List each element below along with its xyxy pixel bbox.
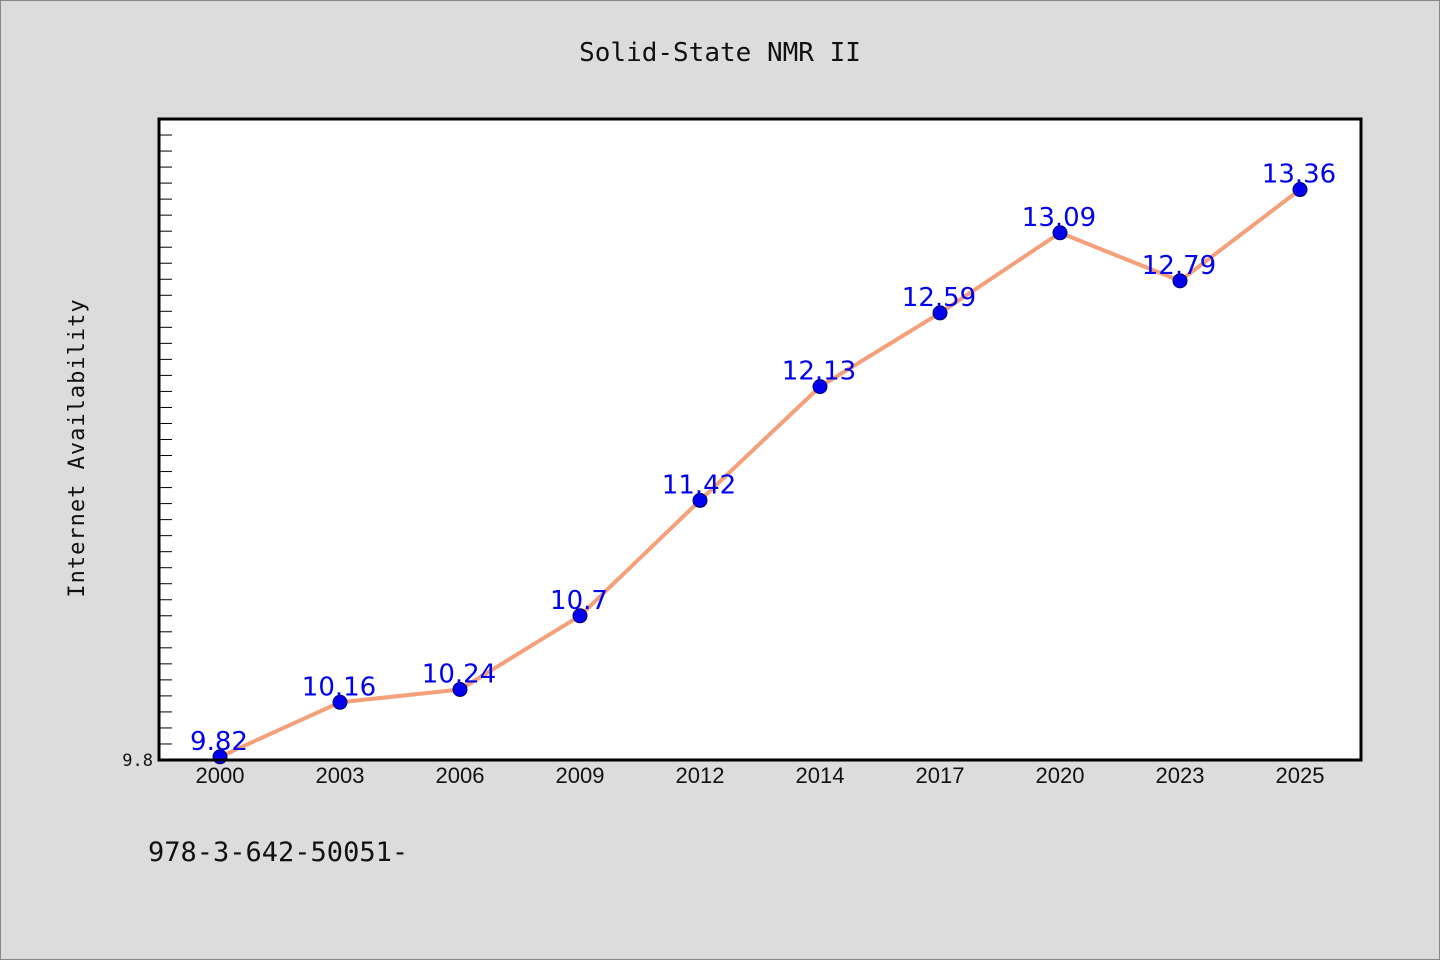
x-tick-label: 2003	[316, 763, 365, 788]
data-point	[812, 379, 828, 395]
data-point	[572, 608, 588, 624]
data-label: 11.42	[662, 470, 736, 500]
data-label: 12.13	[782, 357, 856, 387]
data-labels: 9.82 10.16 10.24 10.7 11.42 12.13 12.59 13.09 12…	[190, 160, 1336, 757]
x-tick-label: 2000	[196, 763, 245, 788]
x-tick-label: 2009	[556, 763, 605, 788]
data-point	[452, 681, 468, 697]
series-line-group	[218, 187, 1302, 759]
data-point	[1172, 273, 1188, 289]
data-point	[1052, 225, 1068, 241]
data-markers	[212, 182, 1308, 765]
data-label: 9.82	[190, 727, 248, 757]
x-tick-label: 2025	[1276, 763, 1325, 788]
data-label: 12.59	[902, 283, 976, 313]
y-axis-minor-ticks	[159, 134, 172, 745]
data-point	[932, 305, 948, 321]
x-tick-label: 2017	[916, 763, 965, 788]
y-axis-label: Internet Availability	[65, 298, 90, 597]
y-tick-label: 9.8	[122, 751, 153, 771]
data-label: 10.16	[302, 672, 376, 702]
x-axis-tick-labels: 2000 2003 2006 2009 2012 2014 2017 2020 2023 2025	[196, 763, 1325, 788]
footnote-isbn: 978-3-642-50051-	[148, 837, 408, 868]
x-tick-label: 2020	[1036, 763, 1085, 788]
series-line	[218, 187, 1302, 759]
x-tick-label: 2023	[1156, 763, 1205, 788]
data-label: 10.24	[422, 659, 496, 689]
x-tick-label: 2006	[436, 763, 485, 788]
data-label: 13.09	[1022, 203, 1096, 233]
plot-border	[157, 117, 1363, 762]
data-label: 12.79	[1142, 251, 1216, 281]
x-tick-label: 2014	[796, 763, 845, 788]
data-point	[692, 492, 708, 508]
chart-title: Solid-State NMR II	[579, 38, 861, 68]
data-point	[1292, 182, 1308, 198]
data-point	[332, 694, 348, 710]
data-label: 13.36	[1262, 160, 1336, 190]
x-tick-label: 2012	[676, 763, 725, 788]
plot-area	[159, 119, 1361, 760]
data-label: 10.7	[550, 586, 608, 616]
